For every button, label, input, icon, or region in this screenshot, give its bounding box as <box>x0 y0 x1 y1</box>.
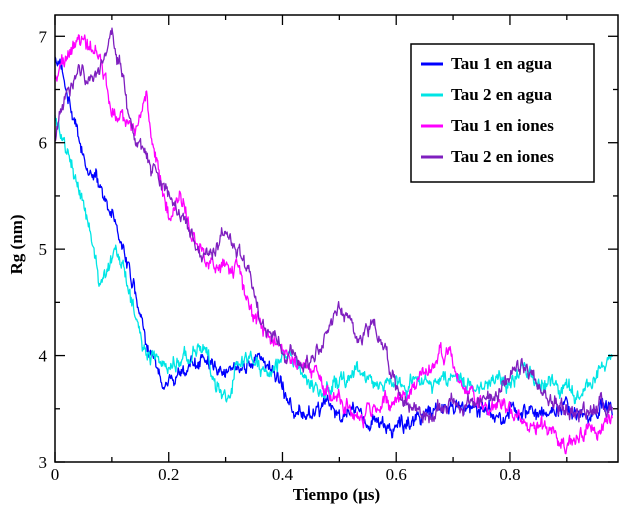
y-tick-label: 6 <box>39 134 48 153</box>
legend: Tau 1 en agua Tau 2 en agua Tau 1 en iones… <box>410 43 595 183</box>
legend-label: Tau 2 en iones <box>451 147 554 166</box>
y-tick-label: 4 <box>39 347 48 366</box>
y-tick-label: 7 <box>39 27 48 46</box>
x-tick-label: 0.2 <box>158 465 179 484</box>
plot-frame <box>54 14 619 463</box>
axis-ticks <box>54 15 618 463</box>
legend-box <box>410 43 595 183</box>
series-line-3 <box>54 34 613 455</box>
x-axis-title: Tiempo (µs) <box>293 485 380 504</box>
x-tick-label: 0.6 <box>386 465 407 484</box>
axis-tick-labels: 0 0.2 0.4 0.6 0.8 3 4 5 6 7 <box>39 27 521 484</box>
legend-label: Tau 2 en agua <box>451 85 552 104</box>
legend-label: Tau 1 en iones <box>451 116 554 135</box>
series-line-4 <box>54 27 613 424</box>
y-tick-label: 3 <box>39 453 48 472</box>
plot-lines <box>54 27 613 455</box>
x-tick-label: 0 <box>51 465 60 484</box>
y-tick-label: 5 <box>39 240 48 259</box>
y-axis-title: Rg (nm) <box>7 215 26 275</box>
legend-label: Tau 1 en agua <box>451 54 552 73</box>
x-tick-label: 0.8 <box>499 465 520 484</box>
x-tick-label: 0.4 <box>272 465 294 484</box>
